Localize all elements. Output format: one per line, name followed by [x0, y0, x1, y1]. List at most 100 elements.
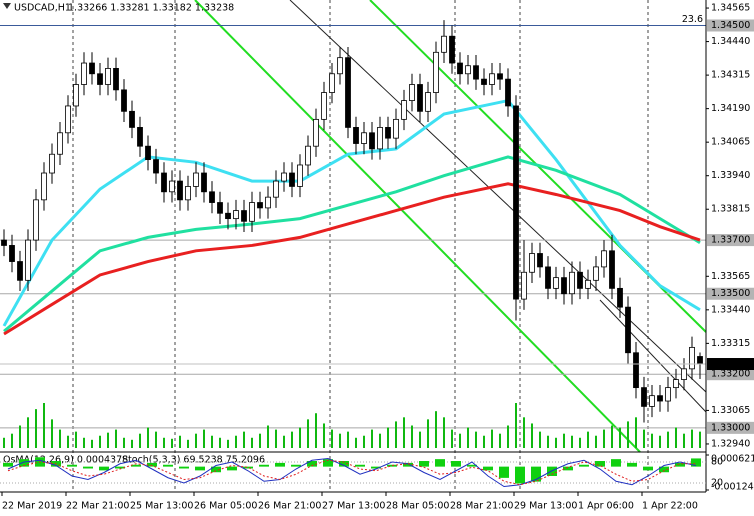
candle-body [665, 387, 671, 402]
osma-bar [643, 466, 653, 471]
osma-bar [323, 459, 333, 467]
osma-bar [499, 466, 509, 478]
volume-bar [411, 425, 413, 448]
candle-body [49, 153, 55, 174]
separators [72, 0, 649, 492]
volume-bar [195, 433, 197, 448]
candle-body [497, 73, 503, 80]
candle-body [369, 132, 375, 150]
osma-bar [483, 466, 493, 471]
stoch-line [7, 457, 697, 488]
candle-body [153, 159, 159, 174]
candle-body [1, 239, 7, 246]
candle-body [313, 118, 319, 147]
level-label: 1.33200 [711, 369, 750, 380]
osma-bar [339, 461, 349, 467]
volume-bar [267, 425, 269, 448]
stoch-title: Stoch(5,3,3) 69.5238 75.2096 [122, 455, 265, 466]
volume-bar [251, 437, 253, 448]
candle-body [329, 73, 335, 93]
candle-body [281, 172, 287, 182]
volume-bar [523, 417, 525, 448]
candle-body [457, 62, 463, 75]
candle-body [345, 57, 351, 128]
volume-bar [347, 431, 349, 448]
volume-bar [323, 423, 325, 448]
volume-bar [507, 425, 509, 448]
candle-body [161, 172, 167, 193]
x-tick-label: 1 Apr 22:00 [642, 501, 698, 512]
osma-title: OsMA(12,26,9) 0.0004378 [3, 455, 128, 466]
candle-body [465, 65, 471, 75]
y-tick-label: 1.34065 [711, 137, 750, 148]
osma-bar [355, 464, 365, 467]
candle-body [217, 202, 223, 214]
osma-bar [595, 461, 605, 467]
volume-bar [307, 419, 309, 448]
volume-bar [675, 427, 677, 448]
osma-bar [451, 461, 461, 467]
volume-bar [131, 439, 133, 448]
candle-body [649, 395, 655, 407]
volume-bar [171, 438, 173, 448]
osma-bar [627, 462, 637, 467]
candle-body [233, 210, 239, 220]
candle-body [689, 346, 695, 370]
volume-bar [539, 431, 541, 448]
y-tick-label: 1.33315 [711, 338, 750, 349]
signal-line [7, 459, 697, 486]
volume-bar [475, 431, 477, 448]
level-label: 1.33000 [711, 422, 750, 433]
moving-average [3, 182, 701, 336]
candle-body [553, 277, 559, 289]
plot [0, 20, 706, 448]
candle-body [65, 105, 71, 134]
candle-body [297, 164, 303, 187]
y-tick-label: 1.33815 [711, 204, 750, 215]
volume-bar [187, 439, 189, 448]
candle-body [241, 210, 247, 222]
volume-bar [315, 413, 317, 448]
volume-bar [363, 435, 365, 448]
x-tick-label: 1 Apr 06:00 [578, 501, 634, 512]
candle-body [585, 279, 591, 289]
volume-bar [691, 429, 693, 448]
osma-bar [83, 466, 93, 469]
candle-body [481, 78, 487, 85]
volume-bar [435, 411, 437, 448]
osma-bar [227, 466, 237, 471]
candle-body [73, 84, 79, 107]
volume-bar [643, 429, 645, 448]
volume-bar [627, 421, 629, 448]
volume-bar [339, 433, 341, 448]
chart-subtitle: 1.33266 1.33281 1.33182 1.33238 [68, 3, 234, 14]
candle-body [625, 306, 631, 354]
volume-bar [155, 431, 157, 448]
volume-bar [67, 435, 69, 448]
current-price-label: 1.33238 [711, 359, 750, 370]
trend-line [599, 299, 707, 413]
y-tick-label: 1.32940 [711, 438, 750, 449]
candle-body [257, 202, 263, 209]
volume-bar [419, 431, 421, 448]
osma-bar [467, 464, 477, 467]
osma-bar [371, 466, 381, 469]
osma-bar [387, 464, 397, 467]
fibo-label: 23.6 [682, 14, 703, 25]
candle-body [537, 253, 543, 268]
candle-body [273, 180, 279, 198]
osma-bar [243, 466, 253, 469]
candle-body [225, 212, 231, 220]
candle-body [353, 127, 359, 144]
volume-bar [603, 429, 605, 448]
volume-bar [395, 421, 397, 448]
volume-bar [115, 429, 117, 448]
volume-bar [3, 437, 5, 448]
osma-bar [179, 466, 189, 469]
candle-body [633, 352, 639, 389]
moving-average [2, 98, 701, 327]
volume-bar [699, 431, 701, 448]
volume-bar [331, 429, 333, 448]
x-tick-label: 22 Mar 2019 [2, 501, 62, 512]
